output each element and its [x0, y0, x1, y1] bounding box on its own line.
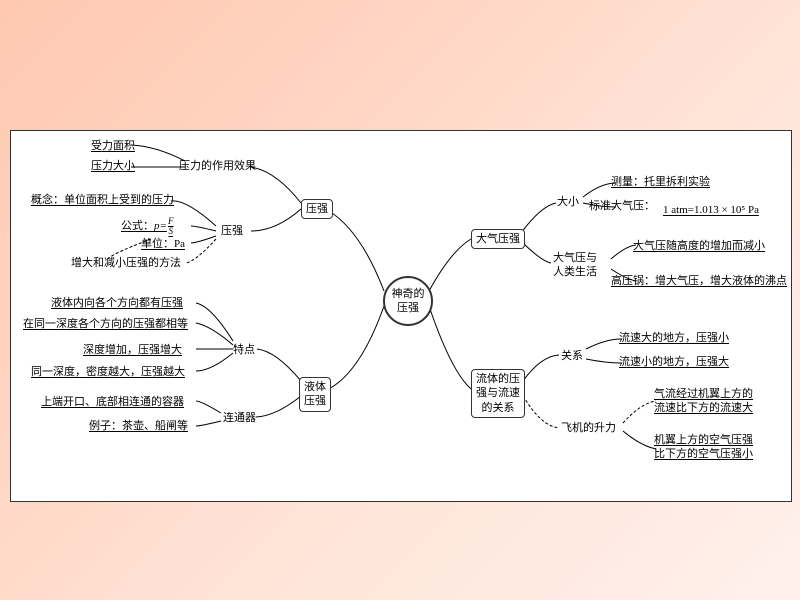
leaf: 压力的作用效果: [179, 159, 256, 173]
leaf: 单位：Pa: [141, 237, 185, 251]
leaf: 大小: [557, 195, 579, 209]
leaf: 飞机的升力: [561, 421, 616, 435]
leaf: 高压锅：增大气压，增大液体的沸点: [611, 274, 787, 288]
leaf-formula: 公式： p= F S: [121, 217, 173, 236]
center-node: 神奇的 压强: [383, 276, 433, 326]
leaf: 深度增加，压强增大: [83, 343, 182, 357]
leaf: 大气压随高度的增加而减小: [633, 239, 765, 253]
leaf: 在同一深度各个方向的压强都相等: [23, 317, 188, 331]
branch-pressure: 压强: [301, 199, 333, 219]
leaf: 大气压与 人类生活: [553, 251, 597, 280]
branch-fluid: 流体的压 强与流速 的关系: [471, 369, 525, 418]
leaf: 特点: [233, 343, 255, 357]
leaf: 关系: [561, 349, 583, 363]
leaf: 连通器: [223, 411, 256, 425]
branch-atm: 大气压强: [471, 229, 525, 249]
leaf: 上端开口、底部相连通的容器: [41, 395, 184, 409]
leaf: 概念：单位面积上受到的压力: [31, 193, 174, 207]
leaf: 1 atm=1.013 × 10⁵ Pa: [663, 203, 759, 217]
leaf: 增大和减小压强的方法: [71, 256, 181, 270]
leaf: 流速大的地方，压强小: [619, 331, 729, 345]
leaf: 液体内向各个方向都有压强: [51, 296, 183, 310]
leaf: 压强: [221, 224, 243, 238]
leaf: 测量：托里拆利实验: [611, 175, 710, 189]
leaf: 气流经过机翼上方的 流速比下方的流速大: [654, 387, 753, 416]
leaf: 例子：茶壶、船闸等: [89, 419, 188, 433]
leaf: 标准大气压：: [589, 199, 655, 213]
leaf: 压力大小: [91, 159, 135, 173]
leaf: 机翼上方的空气压强 比下方的空气压强小: [654, 433, 753, 462]
mindmap-container: 神奇的 压强 压强 压力的作用效果 受力面积 压力大小 压强 概念：单位面积上受…: [10, 130, 792, 502]
leaf: 同一深度，密度越大，压强越大: [31, 365, 185, 379]
branch-liquid: 液体 压强: [299, 377, 331, 412]
leaf: 流速小的地方，压强大: [619, 355, 729, 369]
leaf: 受力面积: [91, 139, 135, 153]
